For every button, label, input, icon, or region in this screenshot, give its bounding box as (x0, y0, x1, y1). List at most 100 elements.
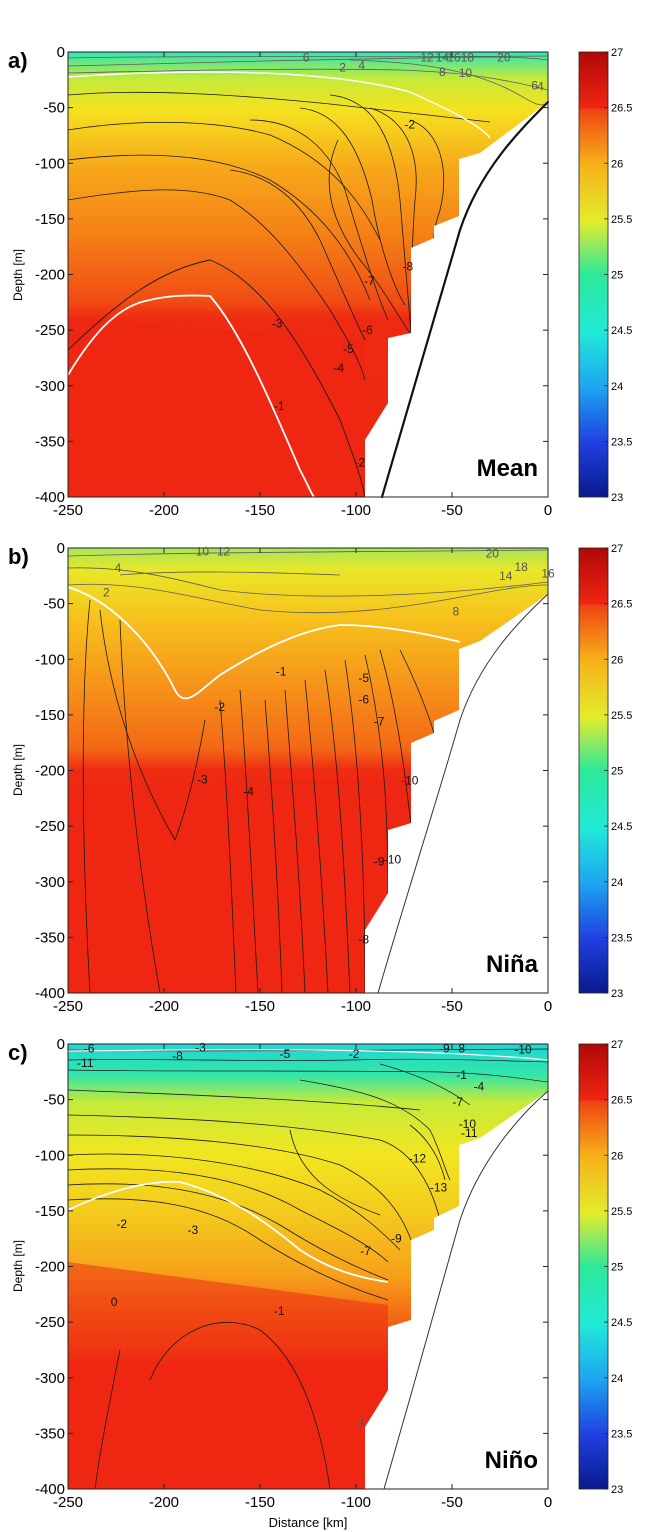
colorbar-tick-label: 24 (611, 381, 623, 393)
isopycnal-white-c-upper (68, 1049, 548, 1061)
contour-label: -5 (343, 342, 354, 356)
x-tick-label: -150 (245, 998, 275, 1015)
contour-label: -12 (409, 1152, 427, 1166)
y-axis-b: 0 -50 -100 -150 -200 -250 -300 -350 -400 (35, 540, 548, 1002)
coastline-a (380, 100, 550, 499)
colorbar-b (578, 547, 609, 994)
y-tick-label: -400 (35, 985, 65, 1002)
colorbar-tick-label: 23 (611, 988, 623, 1000)
contour-label: -2 (116, 1217, 127, 1231)
contour-label: 14 (499, 569, 513, 583)
contour-label: -8 (454, 1041, 465, 1055)
colorbar-tick-label: 24.5 (611, 1317, 632, 1329)
contour-label: 12 (217, 544, 231, 558)
x-tick-label: -250 (53, 502, 83, 519)
colorbar-tick-label: 26.5 (611, 103, 632, 115)
contour-label: -3 (197, 772, 208, 786)
x-axis-c: -250 -200 -150 -100 -50 0 (53, 1044, 552, 1511)
colorbar-tick-label: 27 (611, 1039, 623, 1051)
y-tick-label: -100 (35, 155, 65, 172)
contour-label: 6 (531, 78, 538, 92)
contour-label: 10 (196, 544, 210, 558)
contour-label: -10 (384, 853, 402, 867)
colorbar-tick-label: 26.5 (611, 1095, 632, 1107)
y-tick-label: -200 (35, 267, 65, 284)
colorbar-tick-label: 24 (611, 1373, 623, 1385)
contour-label: 8 (439, 65, 446, 79)
contour-label: -9 (374, 855, 385, 869)
x-tick-label: -100 (341, 998, 371, 1015)
y-tick-label: -250 (35, 1314, 65, 1331)
coastline-c (383, 1090, 549, 1490)
contour-label: 20 (497, 51, 511, 65)
contour-label: -3 (187, 1223, 198, 1237)
colorbar-tick-label: 25.5 (611, 1206, 632, 1218)
contour-label: -6 (362, 323, 373, 337)
colorbar-c (578, 1043, 609, 1490)
isopycnal-white-b (68, 586, 461, 700)
contour-label: -13 (430, 1181, 448, 1195)
contour-label: -8 (403, 260, 414, 274)
contour-label: -2 (214, 700, 225, 714)
y-tick-label: -100 (35, 651, 65, 668)
contour-lines-c (68, 1079, 451, 1489)
y-tick-label: -200 (35, 763, 65, 780)
y-tick-label: -50 (43, 100, 65, 117)
x-axis-b: -250 -200 -150 -100 -50 0 (53, 548, 552, 1015)
contour-label: -1 (274, 1304, 285, 1318)
x-axis-label-c: Distance [km] (269, 1515, 348, 1530)
contour-label: 2 (103, 586, 110, 600)
contour-label: 0 (111, 1295, 118, 1309)
contour-label: 18 (461, 51, 475, 65)
colorbar-tick-label: 23 (611, 492, 623, 504)
y-tick-label: -400 (35, 1481, 65, 1498)
layer-shading-b (68, 778, 411, 993)
y-tick-label: -350 (35, 929, 65, 946)
colorbar-ticks-a: 27 26.5 26 25.5 25 24.5 24 23.5 23 (604, 47, 632, 504)
colorbar-tick-label: 23.5 (611, 436, 632, 448)
contour-label: -7 (452, 1095, 463, 1109)
contour-label: -11 (461, 1126, 478, 1140)
colorbar-tick-label: 27 (611, 47, 623, 59)
colorbar-tick-label: 25.5 (611, 214, 632, 226)
contour-label: 18 (514, 560, 528, 574)
panel-b: -250 -200 -150 -100 -50 0 0-50-100-150-200-25… (8, 540, 632, 1015)
panel-label-a: a) (8, 48, 28, 73)
contour-label: -4 (333, 361, 344, 375)
contour-label: 4 (358, 1415, 365, 1429)
contour-lines-a-gray (68, 55, 548, 106)
contour-label: 12 (420, 51, 434, 65)
contour-label: -1 (456, 1068, 467, 1082)
x-tick-label: -250 (53, 1494, 83, 1511)
x-tick-label: -150 (245, 502, 275, 519)
contour-label: -1 (276, 664, 287, 678)
contour-label: -6 (84, 1041, 95, 1055)
x-tick-label: -200 (149, 502, 179, 519)
contour-label: -8 (172, 1049, 183, 1063)
contour-label: -9 (439, 1041, 450, 1055)
contour-labels-c: -6 -3-8-11-5 -2 -9 -8 -10-1-4-7-10-11-12-13-2… (77, 1040, 532, 1429)
x-tick-label: -200 (149, 1494, 179, 1511)
y-tick-label: -50 (43, 596, 65, 613)
contour-label: -11 (77, 1056, 94, 1070)
contour-label: -10 (401, 774, 419, 788)
panel-title-c: Niño (485, 1447, 538, 1474)
y-tick-label: -350 (35, 433, 65, 450)
y-tick-label: -50 (43, 1092, 65, 1109)
x-tick-label: 0 (544, 998, 552, 1015)
coastline-b (377, 593, 549, 994)
colorbar-tick-label: 27 (611, 543, 623, 555)
y-axis-label-b: Depth [m] (11, 744, 25, 796)
colorbar-tick-label: 23.5 (611, 1428, 632, 1440)
contour-label: 4 (115, 561, 122, 575)
contour-label: 4 (537, 79, 544, 93)
contour-label: 16 (541, 567, 555, 581)
contour-label: 20 (486, 547, 500, 561)
y-tick-label: -400 (35, 489, 65, 506)
contour-label: 2 (339, 61, 346, 75)
colorbar-tick-label: 24 (611, 877, 623, 889)
y-tick-label: -100 (35, 1147, 65, 1164)
